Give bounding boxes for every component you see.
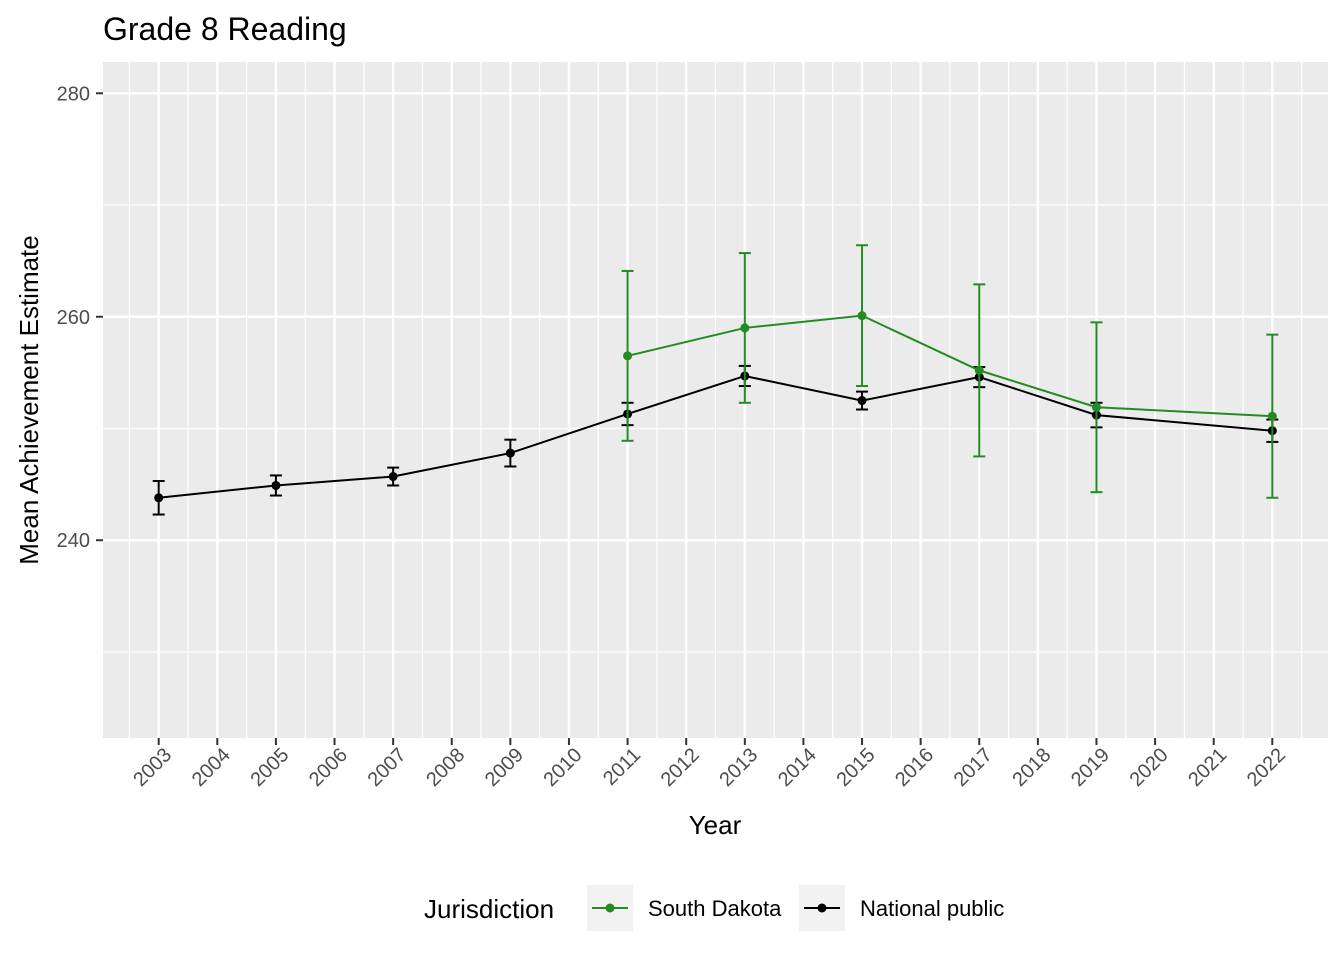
x-tick-label: 2016: [891, 744, 938, 791]
data-point: [857, 311, 867, 321]
data-point: [974, 365, 984, 375]
series-layer: [152, 244, 1279, 516]
data-point: [1267, 411, 1277, 421]
x-tick-label: 2015: [833, 744, 880, 791]
data-point: [1091, 402, 1101, 412]
x-tick-label: 2003: [129, 744, 176, 791]
legend-label: National public: [860, 896, 1004, 921]
y-tick-label: 260: [57, 307, 90, 329]
x-tick-label: 2008: [422, 744, 469, 791]
legend: Jurisdiction South Dakota National public: [424, 885, 1004, 931]
x-tick-label: 2014: [774, 744, 821, 791]
x-tick-label: 2006: [305, 744, 352, 791]
x-tick-label: 2004: [188, 744, 235, 791]
series-south-dakota: [621, 244, 1279, 499]
x-tick-label: 2020: [1126, 744, 1173, 791]
data-point: [740, 323, 750, 333]
x-tick-label: 2021: [1184, 744, 1231, 791]
x-tick-label: 2010: [539, 744, 586, 791]
data-point: [271, 480, 281, 490]
x-tick-label: 2011: [599, 744, 645, 790]
x-tick-label: 2012: [657, 744, 704, 791]
legend-title: Jurisdiction: [424, 894, 554, 924]
x-tick-label: 2017: [950, 744, 997, 791]
chart-title: Grade 8 Reading: [103, 11, 347, 47]
x-tick-label: 2022: [1243, 744, 1290, 791]
y-axis-label: Mean Achievement Estimate: [14, 235, 44, 565]
x-tick-label: 2005: [246, 744, 293, 791]
series-line: [158, 374, 1273, 499]
legend-key-point: [605, 903, 615, 913]
data-point: [505, 448, 515, 458]
legend-label: South Dakota: [648, 896, 782, 921]
grid: [103, 62, 1328, 738]
y-tick-label: 240: [57, 530, 90, 552]
series-line: [627, 314, 1273, 418]
data-point: [388, 472, 398, 482]
x-axis-label: Year: [689, 810, 742, 840]
x-tick-label: 2019: [1067, 744, 1114, 791]
data-point: [623, 351, 633, 361]
legend-key-point: [817, 903, 827, 913]
y-tick-label: 280: [57, 83, 90, 105]
x-tick-label: 2009: [481, 744, 528, 791]
x-tick-label: 2007: [364, 744, 411, 791]
x-tick-label: 2018: [1008, 744, 1055, 791]
data-point: [154, 493, 164, 503]
x-tick-label: 2013: [715, 744, 762, 791]
data-point: [857, 396, 867, 406]
